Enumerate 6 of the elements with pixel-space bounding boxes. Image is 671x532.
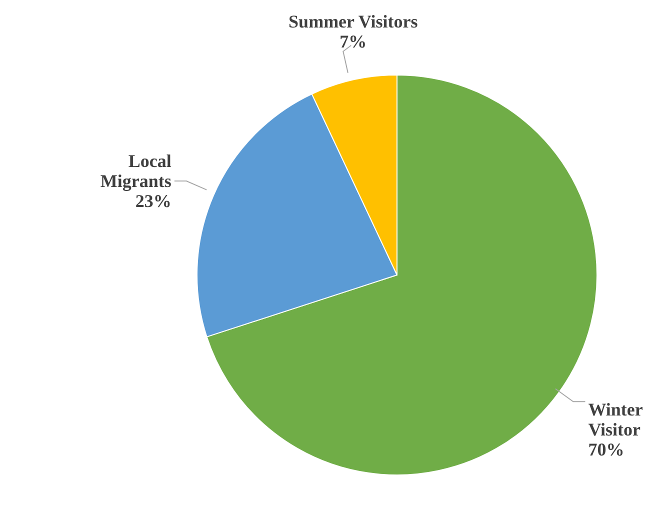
slice-label: Local Migrants (100, 151, 172, 192)
data-label: 70% (588, 440, 624, 460)
data-label: 23% (135, 191, 172, 212)
slice-label: Summer Visitors (288, 11, 418, 32)
slice-label: Winter Visitor (588, 400, 643, 440)
data-label: 7% (340, 31, 367, 52)
